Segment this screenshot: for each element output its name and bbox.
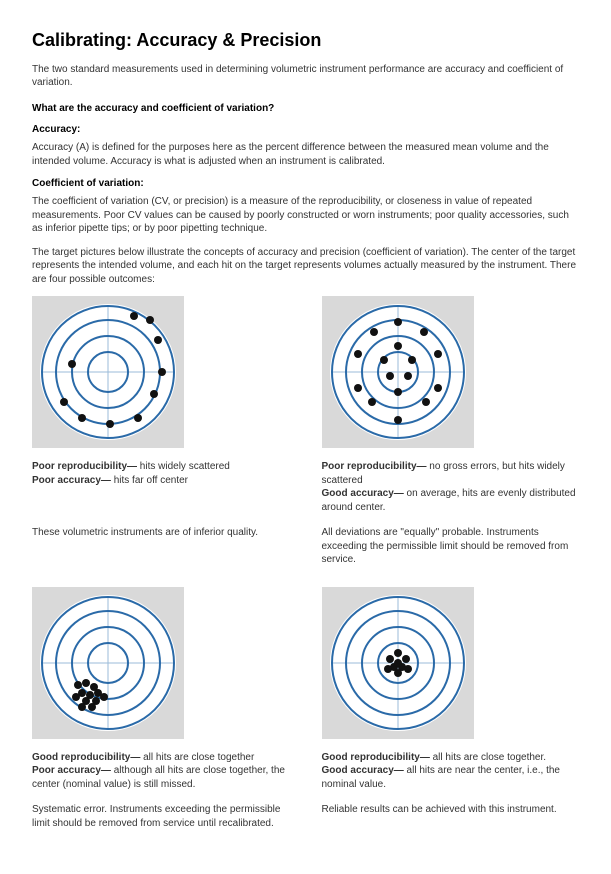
- caption-bold: Poor reproducibility—: [32, 461, 137, 472]
- caption-bold: Good accuracy—: [322, 488, 404, 499]
- caption-rest: hits far off center: [111, 475, 188, 486]
- target-diagram-bl: [32, 587, 184, 739]
- target-note-br: Reliable results can be achieved with th…: [322, 803, 580, 830]
- target-caption-bl: Good reproducibility— all hits are close…: [32, 751, 290, 792]
- targets-grid: Poor reproducibility— hits widely scatte…: [32, 296, 579, 844]
- target-diagram-br: [322, 587, 474, 739]
- target-caption-tr: Poor reproducibility— no gross errors, b…: [322, 460, 580, 514]
- question-heading: What are the accuracy and coefficient of…: [32, 103, 579, 114]
- target-note-tl: These volumetric instruments are of infe…: [32, 526, 290, 567]
- target-cell-br: [322, 587, 580, 745]
- caption-bold: Poor accuracy—: [32, 475, 111, 486]
- caption-rest: all hits are close together: [140, 752, 254, 763]
- target-note-tr: All deviations are "equally" probable. I…: [322, 526, 580, 567]
- accuracy-label: Accuracy:: [32, 124, 579, 135]
- caption-bold: Good reproducibility—: [322, 752, 430, 763]
- target-diagram-tr: [322, 296, 474, 448]
- target-note-bl: Systematic error. Instruments exceeding …: [32, 803, 290, 830]
- caption-bold: Good accuracy—: [322, 765, 404, 776]
- target-caption-br: Good reproducibility— all hits are close…: [322, 751, 580, 792]
- target-caption-tl: Poor reproducibility— hits widely scatte…: [32, 460, 290, 514]
- cv-label: Coefficient of variation:: [32, 178, 579, 189]
- target-cell-bl: [32, 587, 290, 745]
- caption-bold: Poor reproducibility—: [322, 461, 427, 472]
- intro-text: The two standard measurements used in de…: [32, 63, 579, 89]
- caption-bold: Good reproducibility—: [32, 752, 140, 763]
- target-diagram-tl: [32, 296, 184, 448]
- caption-bold: Poor accuracy—: [32, 765, 111, 776]
- accuracy-text: Accuracy (A) is defined for the purposes…: [32, 141, 579, 168]
- caption-rest: all hits are close together.: [430, 752, 546, 763]
- targets-intro: The target pictures below illustrate the…: [32, 246, 579, 287]
- page-title: Calibrating: Accuracy & Precision: [32, 30, 579, 51]
- caption-rest: hits widely scattered: [137, 461, 230, 472]
- target-cell-tr: [322, 296, 580, 454]
- cv-text: The coefficient of variation (CV, or pre…: [32, 195, 579, 236]
- target-cell-tl: [32, 296, 290, 454]
